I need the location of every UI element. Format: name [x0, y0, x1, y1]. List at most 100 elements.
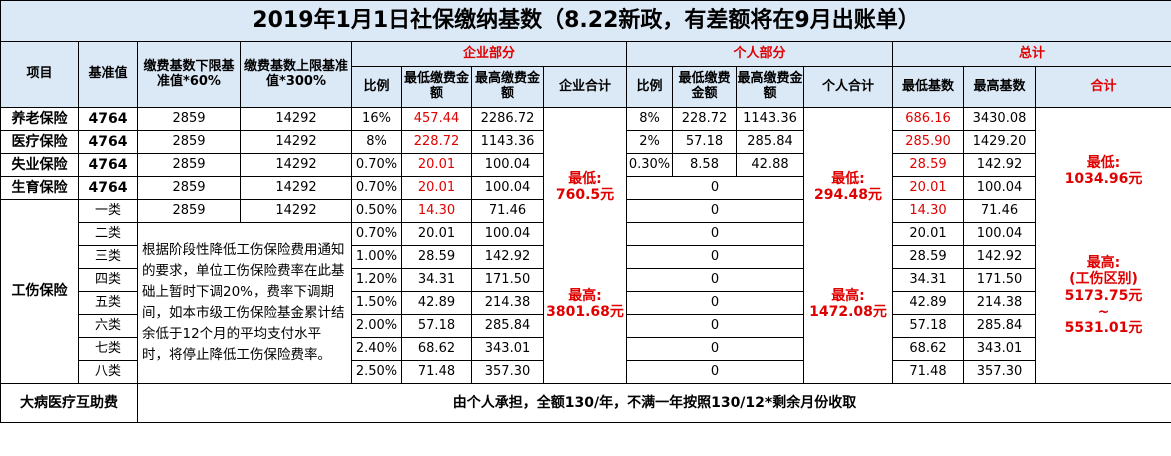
social-insurance-table: 2019年1月1日社保缴纳基数（8.22新政，有差额将在9月出账单） 项目 基准…	[0, 0, 1171, 423]
injury-min: 42.89	[401, 291, 472, 315]
grand-total-cell: 最低: 1034.96元 最高: (工伤区别) 5173.75元 ~ 5531.…	[1035, 107, 1171, 384]
header-company-section: 企业部分	[351, 41, 627, 67]
header-lower-base: 缴费基数下限基准值*60%	[137, 41, 241, 108]
row-company-max: 100.04	[471, 153, 544, 177]
row-total-min: 20.01	[892, 176, 964, 200]
row-total-max: 1429.20	[963, 130, 1036, 154]
grand-total-min-value: 1034.96元	[1064, 171, 1143, 188]
injury-total-max: 171.50	[963, 268, 1036, 292]
injury-lower: 2859	[137, 199, 241, 223]
row-company-min: 457.44	[401, 107, 472, 131]
row-lower: 2859	[137, 176, 241, 200]
injury-class: 二类	[78, 222, 138, 246]
injury-personal-zero: 0	[626, 337, 804, 361]
row-personal-ratio: 2%	[626, 130, 673, 154]
row-total-min: 285.90	[892, 130, 964, 154]
injury-max: 100.04	[471, 222, 544, 246]
injury-class: 四类	[78, 268, 138, 292]
injury-ratio: 1.50%	[351, 291, 402, 315]
personal-total-cell: 最低: 294.48元 最高: 1472.08元	[803, 107, 893, 384]
row-upper: 14292	[240, 176, 352, 200]
row-base: 4764	[78, 153, 138, 177]
grand-total-min-label: 最低:	[1086, 155, 1121, 172]
header-company-total: 企业合计	[543, 66, 627, 108]
personal-total-max-label: 最高:	[831, 287, 865, 304]
injury-class: 六类	[78, 314, 138, 338]
injury-min: 68.62	[401, 337, 472, 361]
grand-total-range-high: 5531.01元	[1064, 319, 1143, 336]
row-total-max: 142.92	[963, 153, 1036, 177]
header-base: 基准值	[78, 41, 138, 108]
injury-total-min: 14.30	[892, 199, 964, 223]
page-title: 2019年1月1日社保缴纳基数（8.22新政，有差额将在9月出账单）	[0, 0, 1171, 42]
row-company-ratio: 0.70%	[351, 153, 402, 177]
injury-class: 八类	[78, 360, 138, 384]
injury-max: 71.46	[471, 199, 544, 223]
injury-total-min: 68.62	[892, 337, 964, 361]
row-personal-ratio: 0.30%	[626, 153, 673, 177]
row-item: 养老保险	[0, 107, 79, 131]
row-base: 4764	[78, 107, 138, 131]
row-company-min: 20.01	[401, 176, 472, 200]
row-total-max: 3430.08	[963, 107, 1036, 131]
injury-ratio: 1.00%	[351, 245, 402, 269]
header-min-base: 最低基数	[892, 66, 964, 108]
injury-total-max: 357.30	[963, 360, 1036, 384]
company-total-max-value: 3801.68元	[546, 303, 624, 320]
row-personal-min: 57.18	[672, 130, 737, 154]
row-item: 生育保险	[0, 176, 79, 200]
injury-personal-zero: 0	[626, 268, 804, 292]
row-personal-ratio: 8%	[626, 107, 673, 131]
row-company-max: 100.04	[471, 176, 544, 200]
injury-min: 34.31	[401, 268, 472, 292]
injury-min: 14.30	[401, 199, 472, 223]
company-total-min-label: 最低:	[568, 171, 602, 188]
grand-total-range-low: 5173.75元	[1064, 287, 1143, 304]
header-personal-total: 个人合计	[803, 66, 893, 108]
injury-personal-zero: 0	[626, 291, 804, 315]
injury-total-max: 100.04	[963, 222, 1036, 246]
row-base: 4764	[78, 176, 138, 200]
grand-total-max-sub: (工伤区别)	[1069, 271, 1138, 288]
injury-max: 285.84	[471, 314, 544, 338]
injury-min: 28.59	[401, 245, 472, 269]
company-total-min-value: 760.5元	[555, 187, 615, 204]
injury-ratio: 0.70%	[351, 222, 402, 246]
injury-ratio: 2.40%	[351, 337, 402, 361]
injury-upper: 14292	[240, 199, 352, 223]
injury-max: 214.38	[471, 291, 544, 315]
row-company-min: 228.72	[401, 130, 472, 154]
injury-ratio: 0.50%	[351, 199, 402, 223]
row-lower: 2859	[137, 107, 241, 131]
row-company-ratio: 8%	[351, 130, 402, 154]
injury-total-min: 20.01	[892, 222, 964, 246]
injury-max: 142.92	[471, 245, 544, 269]
injury-total-min: 71.48	[892, 360, 964, 384]
injury-label: 工伤保险	[0, 199, 79, 384]
header-personal-min: 最低缴费金额	[672, 66, 737, 108]
injury-total-min: 42.89	[892, 291, 964, 315]
injury-min: 20.01	[401, 222, 472, 246]
personal-total-max-value: 1472.08元	[809, 303, 887, 320]
row-company-max: 2286.72	[471, 107, 544, 131]
row-total-max: 100.04	[963, 176, 1036, 200]
injury-ratio: 1.20%	[351, 268, 402, 292]
row-company-max: 1143.36	[471, 130, 544, 154]
row-company-ratio: 0.70%	[351, 176, 402, 200]
header-company-max: 最高缴费金额	[471, 66, 544, 108]
header-personal-ratio: 比例	[626, 66, 673, 108]
header-item: 项目	[0, 41, 79, 108]
header-personal-max: 最高缴费金额	[736, 66, 804, 108]
injury-class: 一类	[78, 199, 138, 223]
row-lower: 2859	[137, 153, 241, 177]
header-company-min: 最低缴费金额	[401, 66, 472, 108]
injury-total-max: 214.38	[963, 291, 1036, 315]
row-upper: 14292	[240, 107, 352, 131]
row-personal-min: 228.72	[672, 107, 737, 131]
row-lower: 2859	[137, 130, 241, 154]
row-total-min: 686.16	[892, 107, 964, 131]
company-total-max-label: 最高:	[568, 287, 602, 304]
injury-max: 171.50	[471, 268, 544, 292]
injury-personal-zero: 0	[626, 222, 804, 246]
row-upper: 14292	[240, 153, 352, 177]
